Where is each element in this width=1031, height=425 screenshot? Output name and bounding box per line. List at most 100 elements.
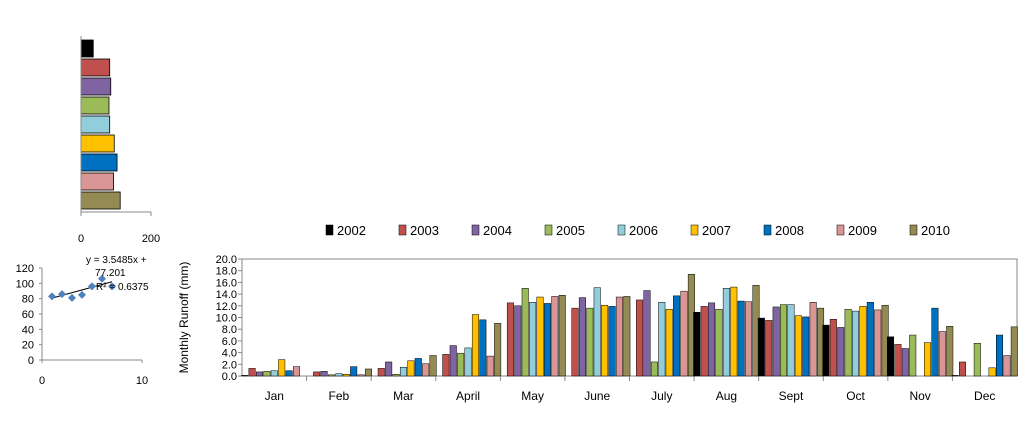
scatter-point [98, 274, 106, 283]
scatter-chart: 0 20 40 60 80 100 120 0 10 y = 3.5485x + 77.201 R² … [16, 255, 149, 387]
bar [866, 302, 874, 377]
bar [464, 347, 472, 377]
bar [457, 352, 465, 377]
bar [665, 309, 673, 377]
bar [543, 303, 551, 377]
bar [772, 306, 780, 377]
x-category-label: Mar [393, 389, 414, 403]
bar [442, 354, 450, 377]
bar [809, 302, 817, 377]
legend-swatch [544, 224, 553, 236]
y-tick-label: 4.0 [222, 348, 237, 360]
bar [780, 304, 788, 377]
legend-swatch [763, 224, 772, 236]
bar [471, 314, 479, 377]
hbar-x-tick-label: 200 [142, 233, 160, 245]
bar [708, 302, 716, 377]
legend-swatch [617, 224, 626, 236]
y-tick-label: 6.0 [222, 336, 237, 348]
bar [951, 375, 959, 377]
bar [285, 370, 293, 377]
bar [757, 317, 765, 377]
legend-label: 2006 [629, 223, 658, 238]
y-tick-label: 14.0 [216, 289, 237, 301]
x-category-label: Nov [909, 389, 930, 403]
y-tick-label: 20.0 [216, 254, 237, 266]
bar [837, 327, 845, 377]
scatter-equation-line1: y = 3.5485x + [86, 255, 147, 266]
bar [730, 286, 738, 377]
bar [765, 320, 773, 377]
bar [874, 309, 882, 377]
bar [364, 368, 372, 377]
legend-label: 2010 [921, 223, 950, 238]
bar [414, 358, 422, 377]
bar [673, 295, 681, 377]
bar [357, 374, 365, 377]
hbar-bar [80, 172, 114, 191]
bar [586, 307, 594, 377]
y-tick-label: 10.0 [216, 313, 237, 325]
x-category-label: July [651, 389, 672, 403]
x-category-label: Feb [329, 389, 350, 403]
bar [313, 371, 321, 377]
y-tick-label: 0.0 [222, 371, 237, 383]
hbar-x-tick-label: 0 [78, 233, 84, 245]
bar [292, 366, 300, 377]
hbar-bar [80, 153, 118, 172]
bar [802, 316, 810, 377]
bar [479, 319, 487, 377]
bar [601, 304, 609, 377]
bar [887, 336, 895, 377]
bar [506, 302, 514, 377]
x-category-label: May [521, 389, 544, 403]
y-axis-title: Monthly Runoff (mm) [177, 262, 191, 374]
bar [320, 371, 328, 377]
bar [901, 348, 909, 377]
monthly-runoff-chart: 0.02.04.06.08.010.012.014.016.018.020.0 M… [177, 223, 1018, 403]
bar [643, 290, 651, 377]
y-tick-label: 16.0 [216, 277, 237, 289]
legend-swatch [836, 224, 845, 236]
bar [680, 290, 688, 377]
legend-label: 2002 [337, 223, 366, 238]
bar [255, 371, 263, 377]
bar [449, 345, 457, 377]
scatter-equation-line2: 77.201 [95, 268, 126, 279]
bar [558, 295, 566, 377]
legend-swatch [398, 224, 407, 236]
hbar-bar [80, 191, 121, 210]
bar [377, 368, 385, 377]
hbar-bar [80, 96, 110, 115]
scatter-y-tick-label: 40 [22, 324, 34, 336]
bar [909, 334, 917, 377]
scatter-y-tick-label: 100 [16, 278, 34, 290]
bar [938, 331, 946, 377]
scatter-y-tick-label: 80 [22, 294, 34, 306]
bar [608, 306, 616, 377]
bar [422, 363, 430, 377]
bar [270, 370, 278, 377]
bar [327, 374, 335, 377]
scatter-y-tick-label: 0 [28, 355, 34, 367]
legend-label: 2008 [775, 223, 804, 238]
bar [248, 368, 256, 377]
bar [636, 299, 644, 377]
bar [924, 342, 932, 377]
bar [844, 309, 852, 377]
scatter-point [58, 290, 66, 299]
y-tick-label: 18.0 [216, 266, 237, 278]
bar [973, 342, 981, 377]
x-category-label: Sept [779, 389, 804, 403]
bar [1003, 355, 1011, 377]
bar [392, 373, 400, 377]
legend-swatch [471, 224, 480, 236]
scatter-x-tick-label: 0 [39, 375, 45, 387]
hbar-bar [80, 39, 94, 58]
bar [996, 334, 1004, 377]
bar [700, 306, 708, 377]
bar [429, 355, 437, 377]
bar [745, 301, 753, 377]
hbar-bar [80, 77, 112, 96]
x-category-label: June [584, 389, 610, 403]
